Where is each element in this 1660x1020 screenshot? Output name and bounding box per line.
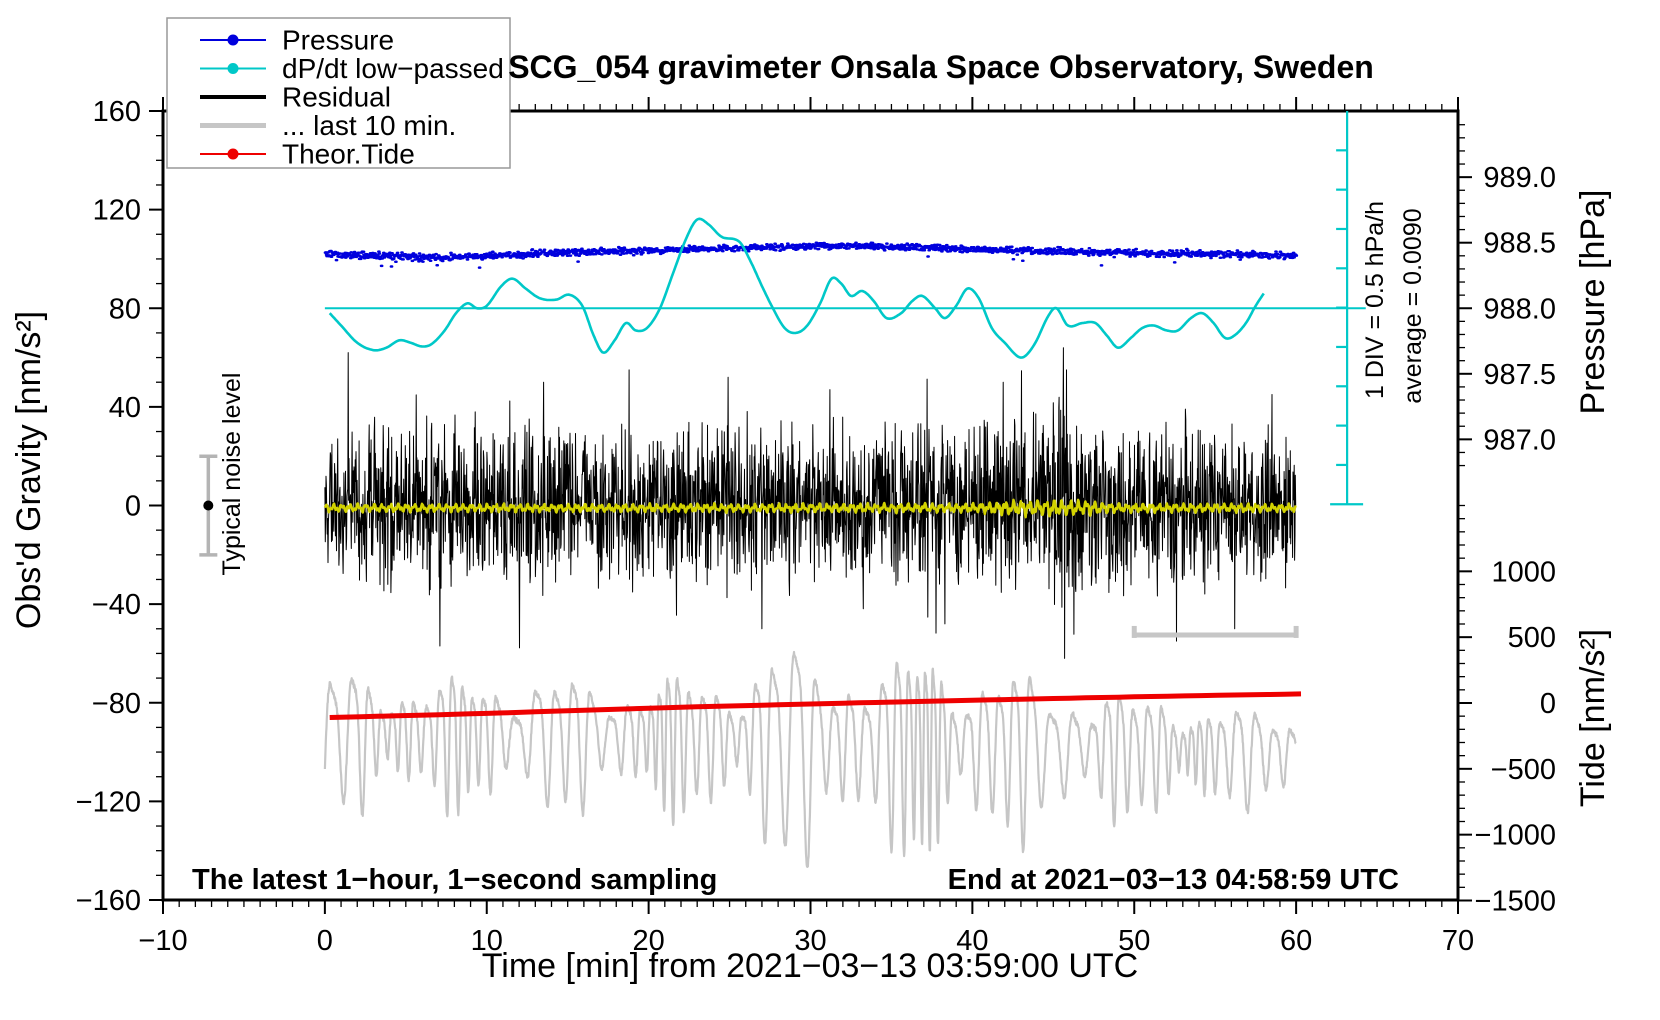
series-pressure	[323, 241, 1299, 269]
y-tick-label-pressure: 987.0	[1483, 424, 1556, 456]
legend-sample-dot	[227, 148, 239, 160]
y-axis-label-tide: Tide [nm/s²]	[1574, 629, 1612, 807]
last10-bracket	[1131, 625, 1299, 638]
series-residual	[324, 347, 1297, 659]
y-axis-tide: 1000 500 0 −500 −1000 −1500	[1458, 504, 1556, 917]
y-tick-label-gravity: 160	[93, 96, 141, 128]
y-axis-gravity: 160 120 80 40 0 −40 −80 −120 −160	[76, 96, 163, 917]
y-tick-label-gravity: 0	[125, 491, 141, 523]
x-tick-label: −10	[138, 925, 187, 957]
legend-item-pressure: Pressure	[282, 25, 394, 56]
x-tick-label: 70	[1442, 925, 1474, 957]
x-axis-label: Time [min] from 2021−03−13 03:59:00 UTC	[482, 947, 1138, 985]
y-tick-label-gravity: 120	[93, 195, 141, 227]
markers-layer	[199, 111, 1364, 638]
x-tick-label: 60	[1280, 925, 1312, 957]
series-line	[323, 650, 1297, 869]
legend-sample-dot	[227, 63, 239, 74]
x-tick-label: 20	[632, 925, 664, 957]
series-line	[328, 217, 1265, 359]
chart-title: SCG_054 gravimeter Onsala Space Observat…	[508, 49, 1374, 85]
y-tick-label-pressure: 988.0	[1483, 293, 1556, 325]
y-tick-label-gravity: 40	[109, 392, 141, 424]
noise-level-dot	[203, 500, 214, 511]
y-tick-label-gravity: −80	[92, 688, 141, 720]
x-tick-label: 50	[1118, 925, 1150, 957]
x-tick-label: 10	[471, 925, 503, 957]
x-tick-label: 0	[317, 925, 333, 957]
dpdt-scale-bar	[1330, 111, 1364, 506]
plot-frame	[161, 109, 1460, 902]
annotation-noise-level: Typical noise level	[218, 373, 246, 576]
y-axis-label-pressure: Pressure [hPa]	[1574, 190, 1612, 415]
x-tick-label: 30	[794, 925, 826, 957]
legend-sample-dot	[227, 34, 239, 46]
axes-layer: −10 0 10 20 30 40 50 60 7016012080400−40−80−120−…	[76, 96, 1556, 957]
y-axis-label-gravity: Obs'd Gravity [nm/s²]	[10, 311, 48, 629]
y-tick-label-pressure: 989.0	[1483, 162, 1556, 194]
legend-item-residual: Residual	[282, 82, 391, 113]
series-theor-tide	[329, 691, 1302, 720]
series-layer	[323, 217, 1366, 869]
x-axis: −10 0 10 20 30 40 50 60 70	[138, 97, 1474, 957]
legend-box	[166, 17, 511, 169]
legend-markers	[200, 34, 266, 160]
series-dpdt	[328, 217, 1265, 359]
y-tick-label-tide: 500	[1508, 622, 1556, 654]
annotation-end-note: End at 2021−03−13 04:58:59 UTC	[948, 864, 1399, 896]
legend-item-last10: ... last 10 min.	[282, 110, 456, 141]
y-tick-label-tide: −500	[1491, 754, 1556, 786]
annotation-sampling-note: The latest 1−hour, 1−second sampling	[192, 864, 717, 896]
legend-item-tide: Theor.Tide	[282, 139, 415, 170]
series-residual-lowpass	[323, 498, 1297, 519]
y-tick-label-gravity: 80	[109, 293, 141, 325]
y-tick-label-tide: −1500	[1475, 885, 1556, 917]
series-line	[323, 498, 1297, 519]
legend-item-dpdt: dP/dt low−passed	[282, 53, 504, 84]
y-tick-label-tide: 1000	[1491, 556, 1556, 588]
y-tick-label-gravity: −40	[92, 589, 141, 621]
annotation-div-scale: 1 DIV = 0.5 hPa/h	[1361, 201, 1389, 399]
y-tick-label-pressure: 988.5	[1483, 228, 1556, 260]
series-line	[324, 347, 1297, 659]
y-axis-pressure: 989.0 988.5 988.0 987.5 987.0	[1458, 124, 1556, 467]
legend: Pressure dP/dt low−passed Residual ... l…	[166, 17, 511, 170]
series-last10min	[323, 650, 1297, 869]
series-line	[329, 691, 1302, 720]
noise-level-errorbar	[199, 454, 218, 557]
annotation-average: average = 0.0090	[1399, 208, 1427, 403]
y-tick-label-tide: 0	[1540, 688, 1556, 720]
y-tick-label-gravity: −160	[76, 885, 141, 917]
y-tick-label-gravity: −120	[76, 786, 141, 818]
x-tick-label: 40	[956, 925, 988, 957]
y-tick-label-tide: −1000	[1475, 820, 1556, 852]
y-tick-label-pressure: 987.5	[1483, 359, 1556, 391]
